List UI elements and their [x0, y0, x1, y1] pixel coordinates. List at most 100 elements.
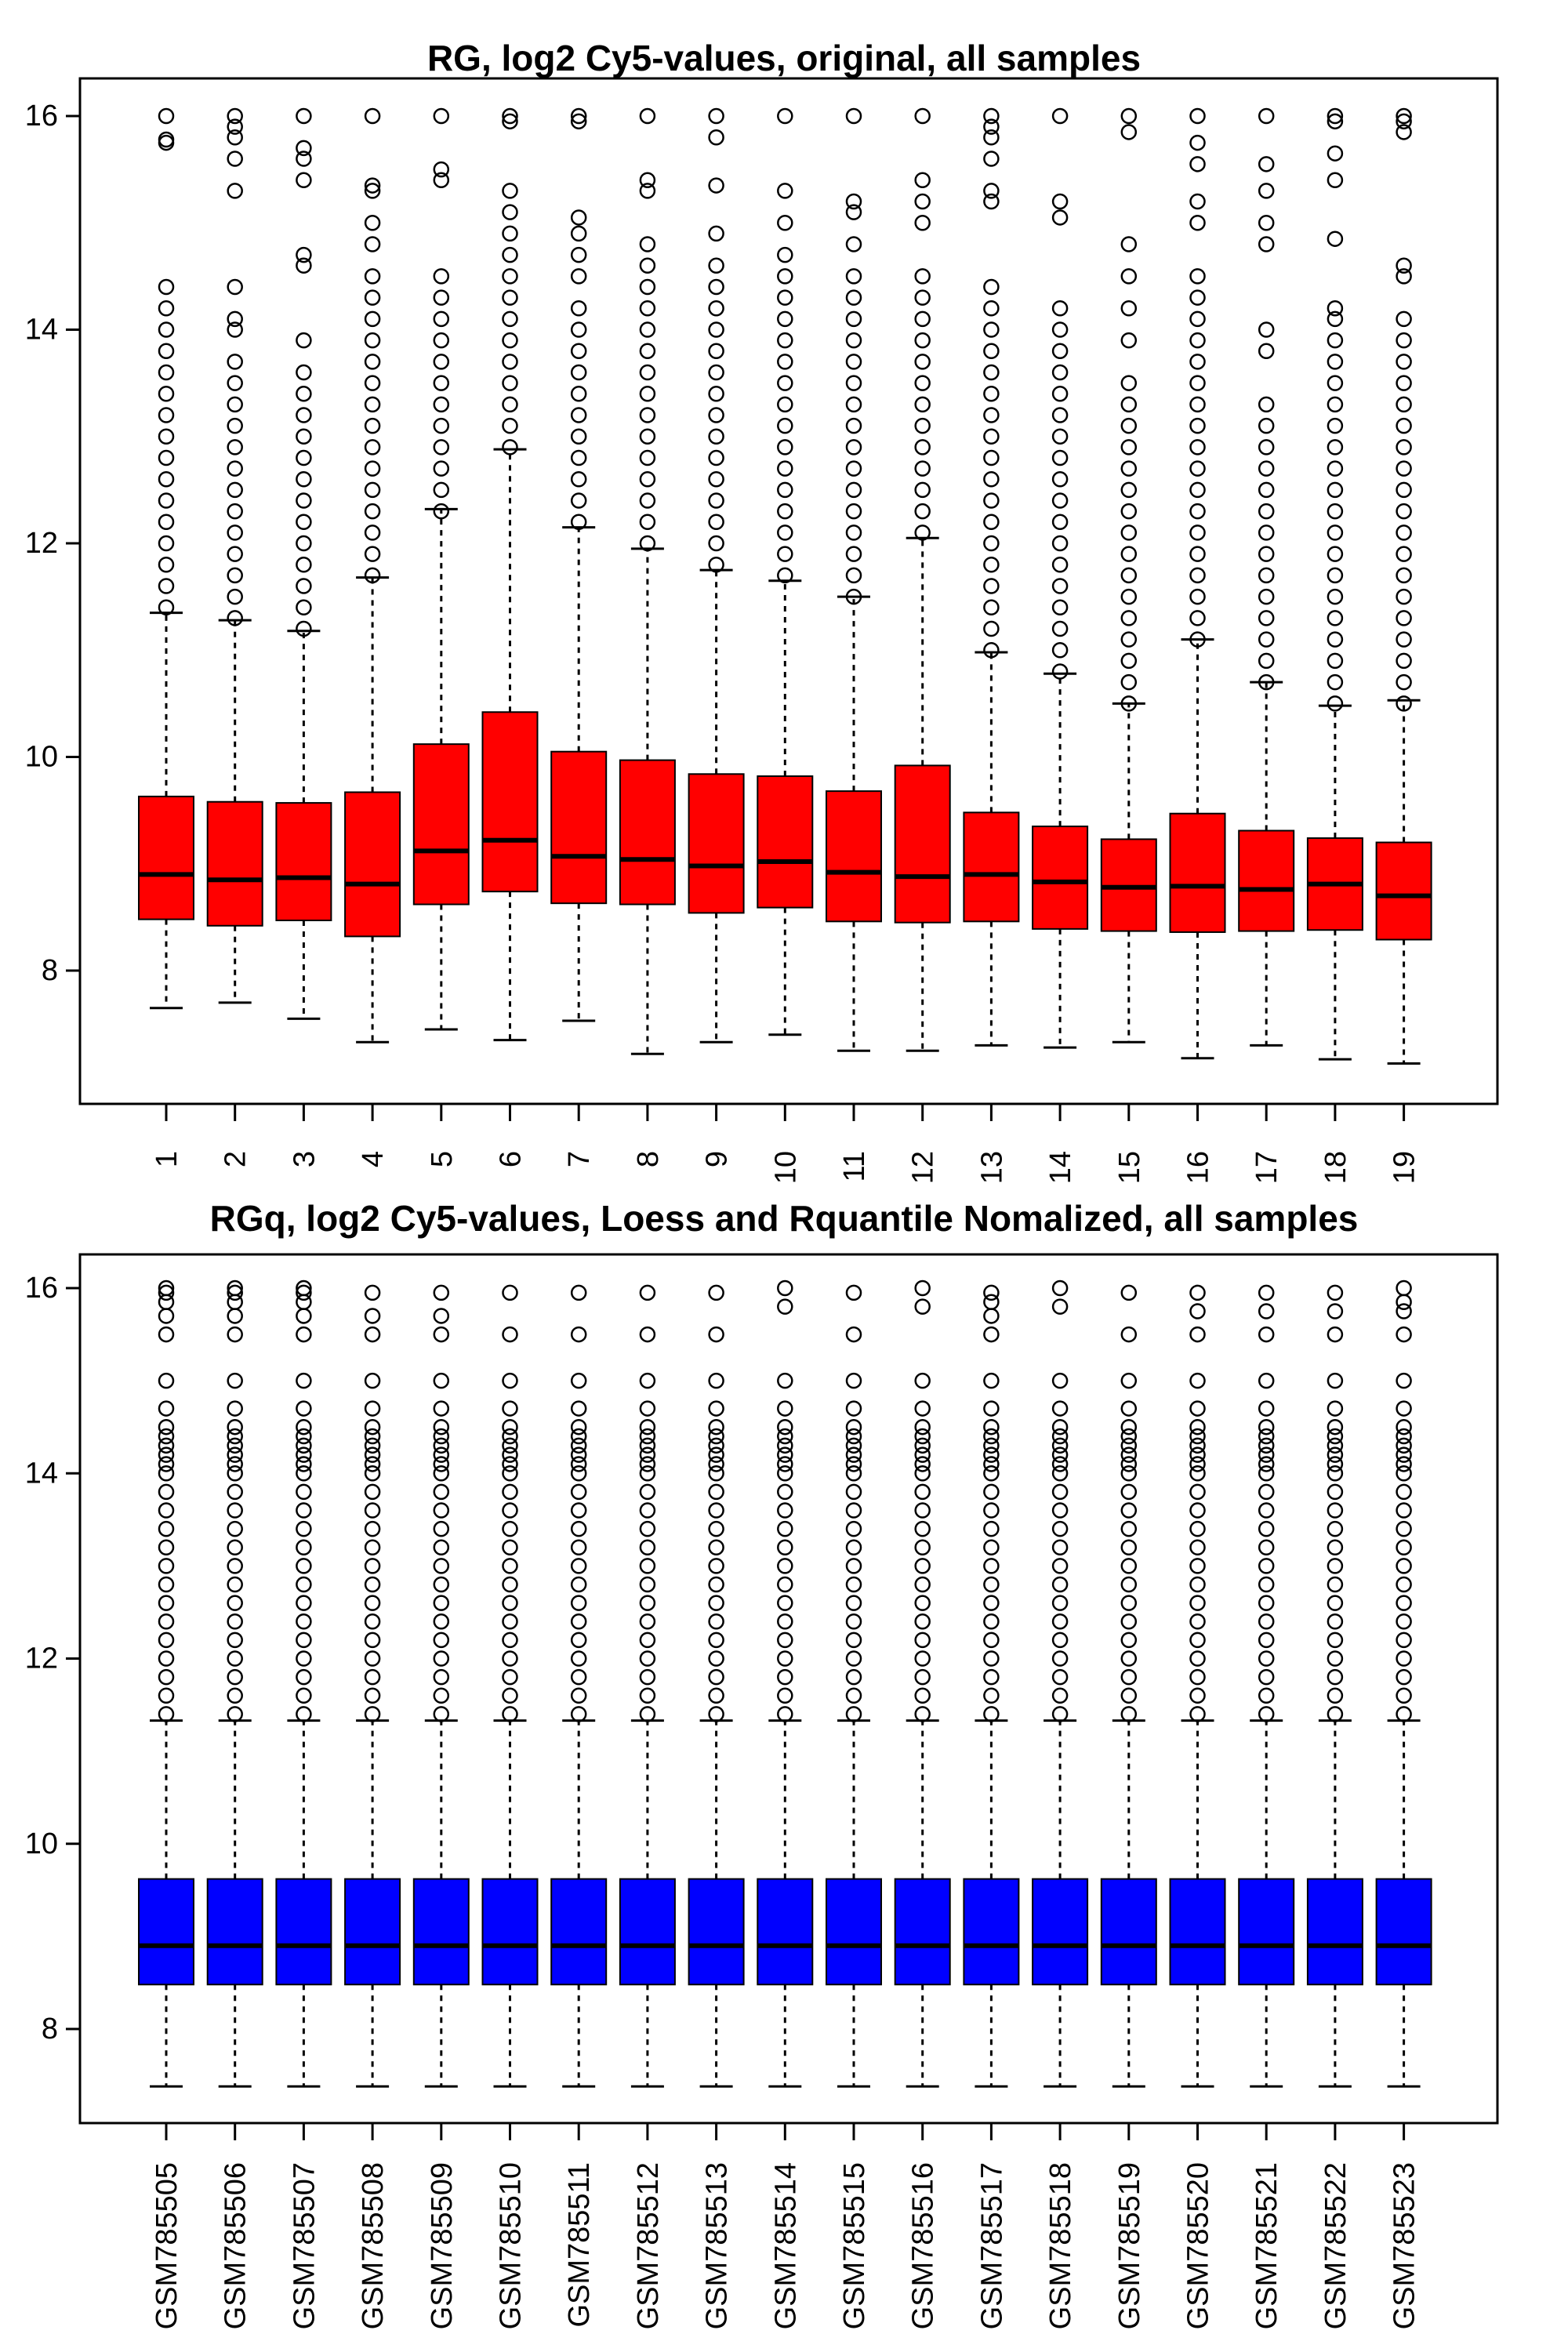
outlier-point: [433, 172, 450, 188]
outlier-point: [845, 1418, 862, 1436]
outlier-point: [1396, 546, 1412, 562]
outlier-point: [1258, 610, 1275, 626]
box-8: [619, 1284, 676, 2088]
outlier-point: [1120, 1437, 1138, 1454]
outlier-point: [1396, 1520, 1412, 1537]
outlier-point: [983, 1483, 1000, 1501]
outlier-point: [708, 514, 724, 530]
outlier-point: [227, 1437, 243, 1454]
outlier-point: [1189, 1372, 1206, 1389]
outlier-point: [1327, 673, 1344, 691]
outlier-point: [639, 278, 656, 296]
outlier-point: [1396, 524, 1412, 541]
outlier-point: [1051, 599, 1069, 615]
box-2: [206, 1279, 263, 2088]
outlier-point: [1120, 524, 1138, 541]
x-tick-label: 4: [357, 1151, 390, 1167]
outlier-point: [1258, 1632, 1275, 1649]
outlier-point: [364, 460, 381, 477]
outlier-point: [296, 1284, 312, 1301]
outlier-point: [639, 1576, 656, 1593]
outlier-point: [1051, 1456, 1069, 1472]
y-tick-label: 10: [25, 1828, 58, 1860]
box-rect: [894, 1878, 951, 1986]
outlier-point: [1189, 1483, 1206, 1501]
x-tick-label: GSM785514: [769, 2162, 802, 2329]
outlier-point: [1120, 439, 1138, 456]
outlier-point: [296, 1446, 312, 1463]
outlier-point: [364, 1465, 381, 1482]
outlier-point: [433, 1456, 450, 1472]
outlier-point: [1327, 481, 1344, 499]
outlier-point: [914, 503, 931, 520]
outlier-point: [777, 215, 793, 231]
outlier-point: [639, 1372, 656, 1389]
outlier-point: [914, 1502, 931, 1519]
outlier-point: [708, 321, 724, 338]
outlier-point: [777, 1372, 793, 1389]
box-rect: [757, 775, 814, 909]
box-rect: [412, 743, 470, 906]
outlier-point: [227, 567, 243, 584]
outlier-point: [296, 1687, 312, 1704]
outlier-point: [570, 1558, 587, 1574]
x-tick-label: 19: [1388, 1151, 1421, 1184]
outlier-point: [639, 1400, 656, 1417]
outlier-point: [777, 546, 793, 562]
outlier-point: [570, 364, 587, 381]
outlier-point: [1327, 230, 1344, 247]
outlier-point: [296, 246, 312, 263]
outlier-point: [570, 209, 587, 226]
outlier-point: [227, 1418, 243, 1436]
outlier-point: [845, 417, 862, 434]
outlier-point: [1120, 1284, 1138, 1301]
outlier-point: [639, 172, 656, 188]
outlier-point: [1396, 1483, 1412, 1501]
outlier-point: [364, 481, 381, 499]
y-tick-label: 16: [25, 100, 58, 132]
outlier-point: [914, 1400, 931, 1417]
box-rect: [619, 1878, 676, 1986]
outlier-point: [639, 428, 656, 445]
box-6: [481, 107, 539, 1042]
outlier-point: [1258, 417, 1275, 434]
box-13: [963, 107, 1020, 1047]
outlier-point: [158, 599, 175, 615]
outlier-point: [433, 1483, 450, 1501]
x-tick-label: GSM785511: [563, 2162, 596, 2328]
outlier-point: [983, 1418, 1000, 1436]
outlier-point: [570, 1576, 587, 1593]
box-12: [894, 107, 951, 1052]
outlier-point: [983, 1326, 1000, 1343]
outlier-point: [502, 332, 518, 349]
outlier-point: [158, 278, 175, 296]
outlier-point: [1327, 1326, 1344, 1343]
outlier-point: [1396, 354, 1412, 370]
x-tick-label: GSM785520: [1182, 2162, 1215, 2329]
outlier-point: [570, 1502, 587, 1519]
box-12: [894, 1279, 951, 2088]
outlier-point: [296, 1613, 312, 1630]
outlier-point: [639, 1595, 656, 1611]
outlier-point: [1327, 1576, 1344, 1593]
box-rect: [138, 795, 194, 920]
outlier-point: [158, 1437, 175, 1454]
outlier-point: [1189, 1446, 1206, 1463]
outlier-point: [708, 177, 724, 194]
outlier-point: [158, 1483, 175, 1501]
outlier-point: [983, 1294, 1000, 1310]
outlier-point: [433, 396, 450, 413]
outlier-point: [983, 183, 1000, 199]
outlier-point: [1258, 1483, 1275, 1501]
outlier-point: [1396, 1456, 1412, 1472]
outlier-point: [158, 107, 175, 125]
outlier-point: [364, 1650, 381, 1667]
outlier-point: [639, 364, 656, 381]
outlier-point: [1120, 1539, 1138, 1555]
outlier-point: [1327, 439, 1344, 456]
y-tick-label: 10: [25, 741, 58, 774]
outlier-point: [1189, 289, 1206, 306]
outlier-point: [777, 439, 793, 456]
outlier-point: [296, 364, 312, 381]
outlier-point: [1189, 396, 1206, 413]
